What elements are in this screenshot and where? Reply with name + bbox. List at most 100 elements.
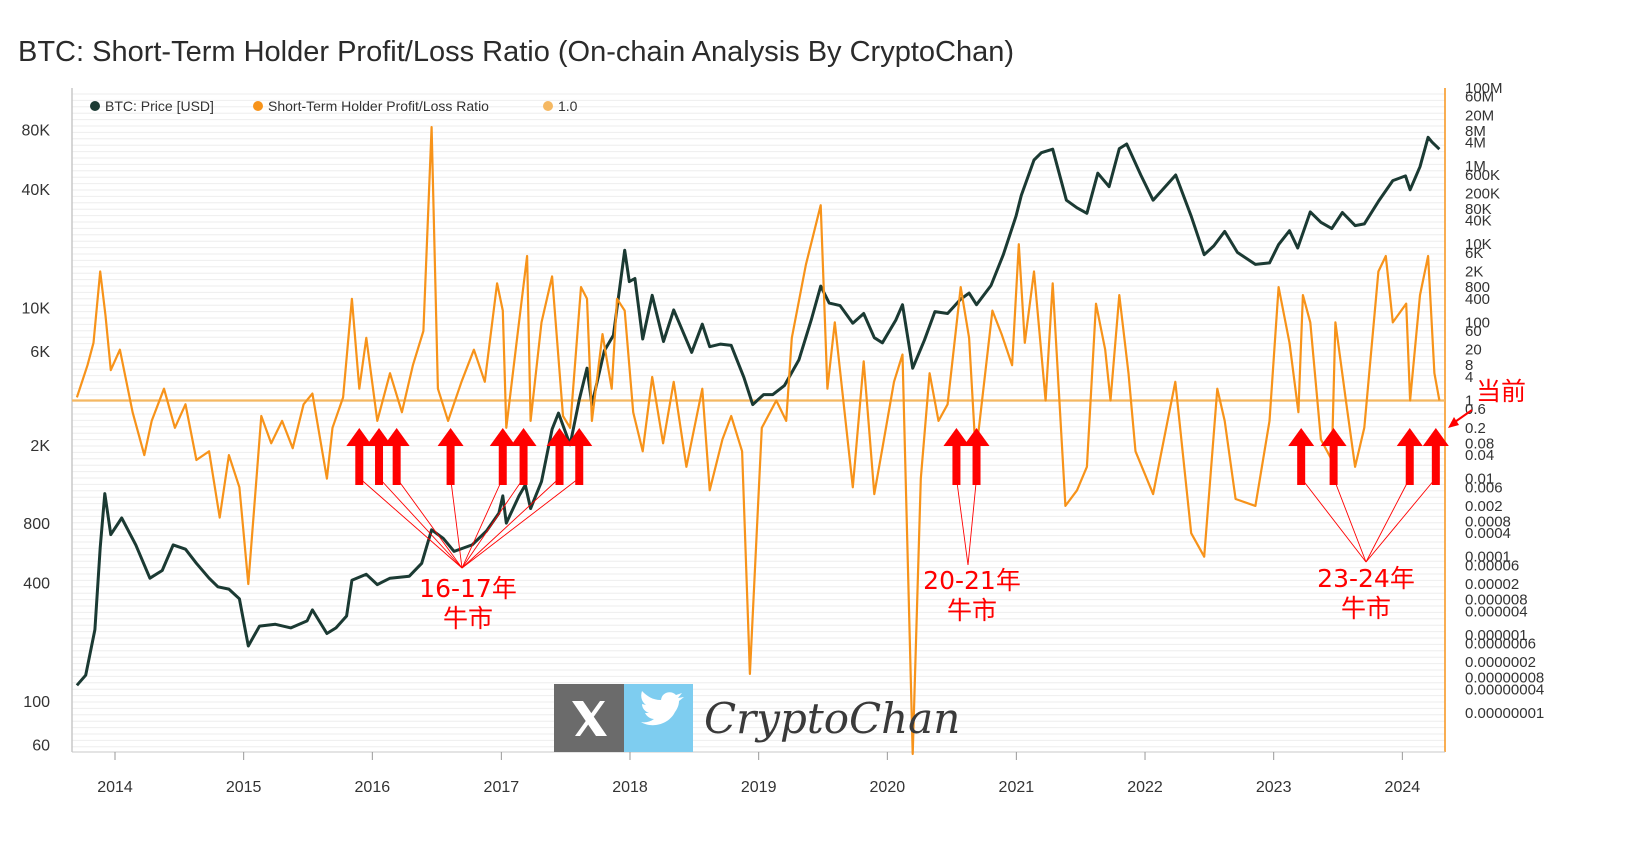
sth-ratio-line: [75, 125, 1441, 756]
pointer-line: [955, 477, 969, 566]
x-tick-label: 2019: [741, 779, 777, 796]
y-right-tick-label: 80K: [1465, 201, 1492, 218]
y-right-tick-label: 0.0001: [1465, 549, 1511, 566]
x-tick-label: 2022: [1127, 779, 1163, 796]
y-left-tick-label: 100: [23, 694, 50, 711]
pointer-line: [967, 477, 977, 566]
x-tick-label: 2020: [870, 779, 906, 796]
up-arrow-marker: [1422, 428, 1449, 485]
y-right-tick-label: 0.04: [1465, 447, 1494, 464]
y-right-tick-label: 4M: [1465, 135, 1486, 152]
up-arrow-marker: [383, 428, 410, 485]
up-arrow-marker: [566, 428, 593, 485]
y-left-tick-label: 40K: [22, 182, 51, 199]
y-right-tick-label: 40K: [1465, 213, 1492, 230]
annotation-bull-market: 牛市: [443, 604, 493, 633]
y-right-tick-label: 0.0000006: [1465, 635, 1536, 652]
y-right-tick-label: 600K: [1465, 167, 1500, 184]
grid-layer: [72, 93, 1445, 748]
y-right-tick-label: 60M: [1465, 89, 1494, 106]
x-tick-label: 2016: [355, 779, 391, 796]
legend-label: Short-Term Holder Profit/Loss Ratio: [268, 98, 489, 114]
y-right-tick-label: 0.000001: [1465, 627, 1528, 644]
y-left-tick-label: 80K: [22, 123, 51, 140]
y-right-tick-label: 8M: [1465, 123, 1486, 140]
up-arrow-marker: [546, 428, 573, 485]
up-arrow-marker: [963, 428, 990, 485]
up-arrow-marker: [1288, 428, 1315, 485]
y-right-tick-label: 0.0008: [1465, 513, 1511, 530]
y-left-tick-label: 10K: [22, 300, 51, 317]
legend-dot: [253, 101, 263, 111]
y-right-tick-label: 0.006: [1465, 479, 1503, 496]
x-tick-label: 2015: [226, 779, 262, 796]
x-tick-label: 2014: [97, 779, 133, 796]
legend: BTC: Price [USD] Short-Term Holder Profit…: [90, 98, 578, 114]
y-right-tick-label: 4: [1465, 369, 1473, 386]
y-right-tick-label: 0.000008: [1465, 592, 1528, 609]
up-arrow-marker: [1320, 428, 1347, 485]
y-right-tick-label: 0.000004: [1465, 603, 1528, 620]
pointer-line: [1333, 477, 1367, 563]
y-left-tick-label: 2K: [30, 438, 50, 455]
x-tick-label: 2021: [999, 779, 1035, 796]
y-right-tick-label: 60: [1465, 323, 1482, 340]
x-tick-label: 2023: [1256, 779, 1292, 796]
x-tick-label: 2024: [1385, 779, 1421, 796]
y-left-tick-label: 6K: [30, 344, 50, 361]
up-arrow-marker: [510, 428, 537, 485]
y-right-tick-label: 0.01: [1465, 471, 1494, 488]
pointer-line: [1365, 477, 1411, 563]
y-right-tick-label: 200K: [1465, 185, 1500, 202]
y-right-tick-label: 6K: [1465, 245, 1483, 262]
y-right-tick-label: 100M: [1465, 80, 1503, 97]
y-right-tick-label: 0.00000001: [1465, 705, 1544, 722]
legend-label: BTC: Price [USD]: [105, 98, 214, 114]
annotation-bull-market: 牛市: [947, 596, 997, 625]
y-right-tick-label: 0.6: [1465, 401, 1486, 418]
x-tick-label: 2017: [484, 779, 520, 796]
pointer-line: [1365, 477, 1437, 563]
pointer-line: [461, 477, 560, 569]
y-right-tick-label: 20M: [1465, 107, 1494, 124]
pointer-line: [461, 477, 504, 569]
axes-layer: 2014 2015 2016 2017 2018 2019 2020 2021 2022 2023…: [22, 80, 1545, 796]
annotation-bull-period: 16-17年: [419, 574, 517, 603]
y-right-tick-label: 800: [1465, 279, 1490, 296]
chart-title: BTC: Short-Term Holder Profit/Loss Ratio…: [18, 36, 1015, 68]
y-right-tick-label: 20: [1465, 342, 1482, 359]
up-arrow-marker: [943, 428, 970, 485]
up-arrow-marker: [1396, 428, 1423, 485]
current-pointer-head: [1448, 417, 1459, 428]
y-right-tick-label: 0.002: [1465, 498, 1503, 515]
pointer-line: [396, 477, 463, 569]
pointer-line: [378, 477, 463, 569]
legend-dot: [90, 101, 100, 111]
y-right-tick-label: 0.00002: [1465, 576, 1519, 593]
x-tick-label: 2018: [612, 779, 648, 796]
watermark: CryptoChan: [554, 684, 960, 752]
annotation-bull-market: 牛市: [1341, 594, 1391, 623]
pointer-line: [461, 477, 580, 569]
legend-label: 1.0: [558, 98, 578, 114]
x-logo-icon: [572, 701, 607, 736]
annotation-current: 当前: [1476, 377, 1526, 406]
y-right-tick-label: 2K: [1465, 264, 1483, 281]
y-right-tick-label: 1M: [1465, 158, 1486, 175]
pointer-line: [1300, 477, 1367, 563]
y-right-tick-label: 0.00000008: [1465, 670, 1544, 687]
y-right-tick-label: 0.2: [1465, 420, 1486, 437]
annotation-bull-period: 23-24年: [1317, 564, 1415, 593]
pointer-line: [358, 477, 463, 569]
series-layer: [72, 125, 1445, 756]
y-right-tick-label: 8: [1465, 357, 1473, 374]
pointer-line: [450, 477, 463, 569]
legend-dot: [543, 101, 553, 111]
y-right-tick-label: 10K: [1465, 236, 1492, 253]
up-arrow-marker: [346, 428, 373, 485]
y-right-tick-label: 0.00000004: [1465, 681, 1544, 698]
y-right-tick-label: 1: [1465, 392, 1473, 409]
y-left-tick-label: 800: [23, 516, 50, 533]
